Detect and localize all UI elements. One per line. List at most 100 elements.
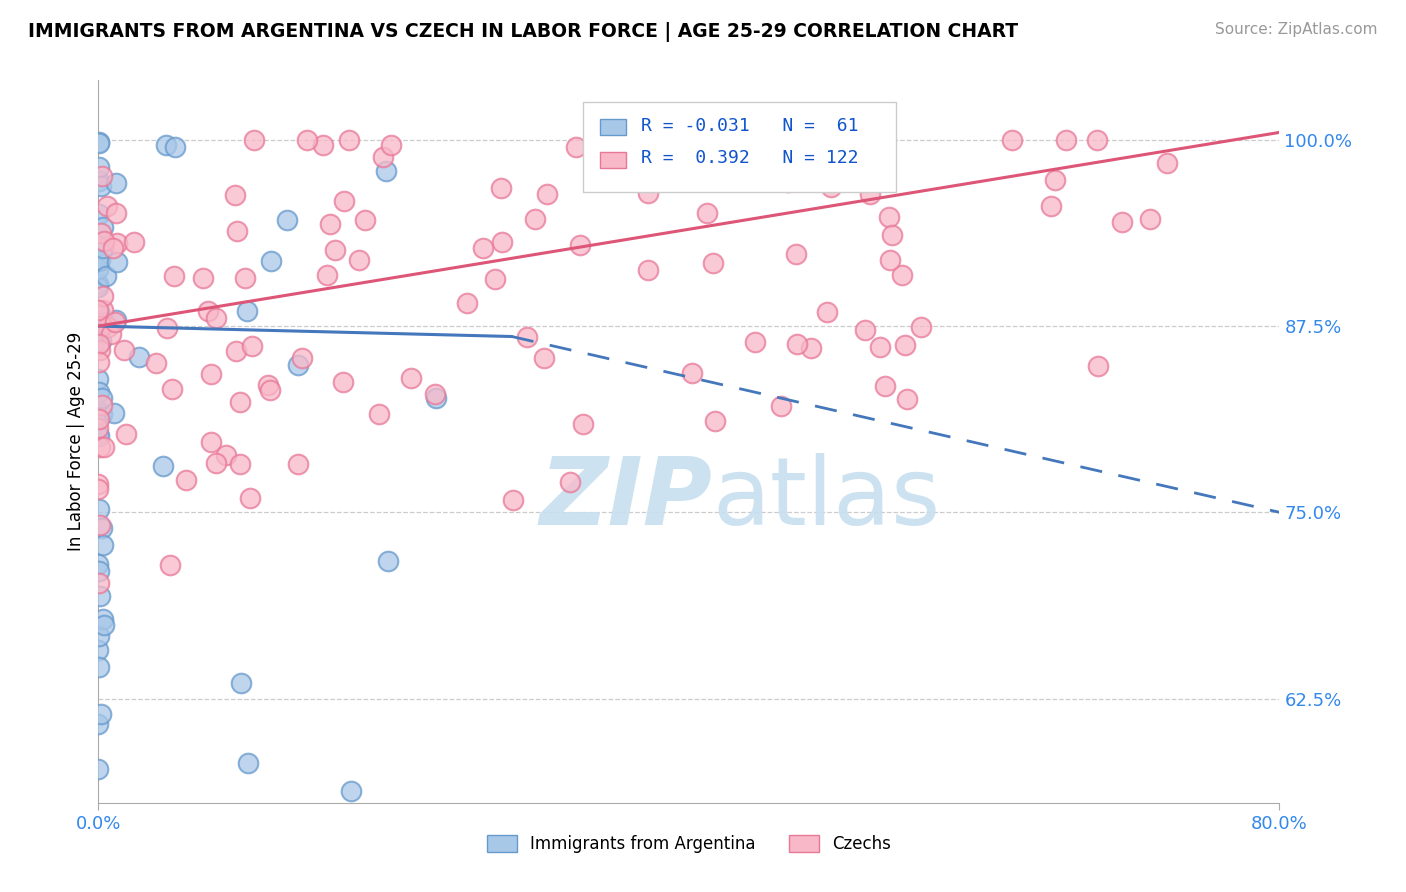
Point: [800, 341, 823, 355]
Point: [354, 212, 377, 227]
Text: R =  0.392   N = 122: R = 0.392 N = 122: [641, 149, 858, 167]
Point: [891, 268, 914, 282]
Point: [523, 211, 546, 226]
Text: atlas: atlas: [713, 453, 941, 545]
Point: [896, 392, 918, 407]
FancyBboxPatch shape: [582, 102, 896, 193]
Point: [87, 427, 110, 442]
Point: [165, 140, 187, 154]
Point: [93, 618, 115, 632]
Point: [225, 344, 247, 359]
Point: [87, 318, 110, 332]
Point: [87, 280, 110, 294]
Point: [1040, 199, 1063, 213]
Point: [337, 133, 360, 147]
Point: [893, 338, 915, 352]
Point: [276, 212, 298, 227]
Point: [191, 270, 214, 285]
Point: [291, 351, 314, 366]
Point: [240, 339, 263, 353]
Point: [89, 589, 111, 603]
Point: [91, 408, 114, 422]
Point: [91, 391, 114, 405]
Point: [224, 188, 246, 202]
Point: [89, 518, 111, 533]
Point: [1054, 133, 1077, 147]
Point: [287, 457, 309, 471]
Point: [484, 272, 506, 286]
Point: [820, 180, 842, 194]
Point: [287, 358, 309, 372]
Point: [312, 137, 335, 152]
Point: [87, 302, 110, 317]
Point: [87, 254, 110, 268]
Point: [752, 133, 775, 147]
Point: [236, 304, 259, 318]
Point: [91, 612, 114, 626]
Point: [105, 254, 128, 268]
Point: [236, 756, 259, 770]
Point: [91, 289, 114, 303]
Point: [340, 784, 363, 798]
Point: [87, 174, 110, 188]
Point: [215, 449, 238, 463]
Point: [103, 406, 125, 420]
Point: [174, 473, 197, 487]
Point: [472, 241, 495, 255]
Point: [489, 180, 512, 194]
Text: Source: ZipAtlas.com: Source: ZipAtlas.com: [1215, 22, 1378, 37]
Point: [257, 377, 280, 392]
Point: [87, 482, 110, 496]
Point: [600, 173, 623, 187]
Point: [200, 434, 222, 449]
Point: [332, 376, 354, 390]
Legend: Immigrants from Argentina, Czechs: Immigrants from Argentina, Czechs: [479, 828, 898, 860]
Point: [155, 137, 177, 152]
Point: [112, 343, 135, 357]
Point: [87, 306, 110, 320]
Point: [89, 440, 111, 454]
Point: [89, 252, 111, 267]
Point: [93, 440, 115, 454]
Point: [156, 321, 179, 335]
Point: [229, 457, 252, 471]
Point: [94, 268, 117, 283]
Point: [853, 323, 876, 337]
Point: [377, 554, 399, 568]
Point: [744, 335, 766, 350]
Point: [875, 378, 897, 392]
Point: [90, 318, 112, 333]
Bar: [600, 152, 626, 168]
Point: [1001, 133, 1024, 147]
Point: [703, 413, 725, 427]
Point: [204, 310, 226, 325]
Point: [87, 660, 110, 674]
Point: [371, 150, 394, 164]
Point: [1156, 156, 1178, 170]
Point: [152, 458, 174, 473]
Point: [882, 228, 904, 243]
Point: [1111, 215, 1133, 229]
Point: [87, 136, 110, 150]
Point: [97, 320, 120, 334]
Point: [91, 220, 114, 235]
Point: [702, 256, 724, 270]
Point: [87, 762, 110, 776]
Point: [785, 150, 807, 164]
Point: [533, 351, 555, 366]
Point: [159, 558, 181, 573]
Point: [569, 237, 592, 252]
Point: [259, 253, 281, 268]
Point: [869, 341, 891, 355]
Point: [145, 356, 167, 370]
Point: [1085, 133, 1108, 147]
Point: [91, 521, 114, 535]
Point: [536, 186, 558, 201]
Point: [637, 262, 659, 277]
Point: [87, 336, 110, 351]
Point: [91, 241, 114, 255]
Point: [315, 268, 337, 282]
Point: [323, 243, 346, 257]
Point: [87, 405, 110, 419]
Point: [89, 343, 111, 357]
